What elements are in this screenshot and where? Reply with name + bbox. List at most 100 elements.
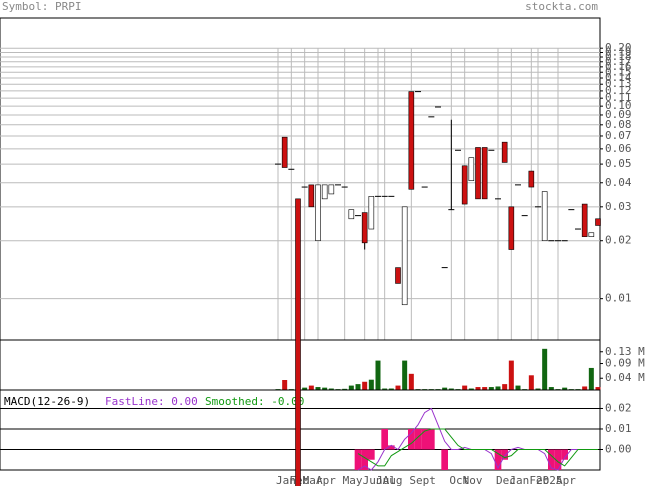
histogram-bar [428,428,435,450]
volume-bar [595,387,601,390]
histogram-bar [561,449,568,460]
histogram-bar [381,428,388,450]
volume-bar [515,385,521,390]
candle-body [368,196,375,230]
y-tick-label: 0.04 [605,176,632,189]
volume-bar [342,388,348,390]
candle-body [321,184,328,200]
symbol-label: Symbol: PRPI [2,0,81,13]
candle-body [588,232,595,237]
y-tick-label: 0.13 [605,77,632,90]
x-tick-label: Mar [303,474,323,486]
volume-bar [442,387,448,390]
volume-bar [542,348,548,390]
y-tick-label: 0.03 [605,200,632,213]
volume-bar [475,387,481,390]
y-tick-label: 0.06 [605,142,632,155]
candle-body [501,141,508,163]
y-tick-label: 0.18 [605,50,632,63]
candle-body [595,218,601,226]
histogram-bar [548,449,555,470]
candle-body [308,184,315,208]
candle-body [508,206,515,250]
y-tick-label: 0.02 [605,401,632,414]
y-tick-label: 0.20 [605,41,632,54]
x-tick-label: May [343,474,363,486]
y-tick-label: 0.00 [605,442,632,455]
y-tick-label: 0.08 [605,118,632,131]
x-tick-label: Jan [276,474,296,486]
histogram-bar [441,449,448,470]
candle-body [315,184,321,242]
candle-body [528,170,535,188]
x-tick-label: Sept [409,474,436,486]
candle-body [468,157,475,181]
source-label: stockta.com [525,0,598,13]
x-tick-label: Aug [383,474,403,486]
volume-bar [322,387,328,390]
volume-bar [375,360,381,390]
candle-body [348,209,355,220]
histogram-bar [501,449,508,460]
x-tick-label: Jun [363,474,383,486]
volume-bar [395,385,401,390]
histogram-bar [388,445,395,450]
y-tick-label: 0.09 M [605,357,645,370]
volume-bar [535,388,541,390]
histogram-bar [354,449,362,470]
x-tick-label: Jul [376,474,396,486]
macd-line [357,428,598,467]
volume-bar [355,384,361,390]
candle-body [475,147,481,200]
y-tick-label: 0.04 M [605,371,645,384]
x-tick-label: 2025 [536,474,563,486]
volume-bar [582,386,588,390]
volume-bar [562,387,568,390]
legend-entry: FastLine: 0.00 [105,395,198,408]
x-tick-label: Apr [556,474,576,486]
x-tick-label: Feb [529,474,549,486]
volume-bar [382,388,388,390]
y-tick-label: 0.14 [605,71,632,84]
candle-body [395,267,401,284]
x-tick-label: Jan [509,474,529,486]
volume-bar [588,367,594,390]
y-tick-label: 0.11 [605,91,632,104]
y-tick-label: 0.12 [605,84,632,97]
y-tick-label: 0.13 M [605,345,645,358]
x-tick-label: Nov [463,474,483,486]
volume-bar [368,379,374,390]
y-tick-label: 0.16 [605,60,632,73]
volume-bar [328,388,334,390]
volume-bar [528,375,534,390]
volume-bar [308,385,314,390]
y-tick-label: 0.05 [605,157,632,170]
histogram-bar [554,449,562,470]
candle-body [295,198,301,486]
candle-body [581,203,588,237]
candle-body [541,191,548,242]
volume-bar [462,385,468,390]
volume-bar [348,385,354,390]
candle-body [461,165,468,205]
macd-title: MACD(12-26-9) [4,395,90,408]
volume-bar [362,381,368,390]
volume-bar [408,373,414,390]
volume-bar [548,387,554,390]
candle-body [401,206,408,306]
histogram-bar [494,449,502,470]
histogram-bar [421,428,428,450]
volume-bar [482,387,488,390]
y-tick-label: 0.07 [605,129,632,142]
histogram-bar [368,449,375,460]
y-tick-label: 0.15 [605,65,632,78]
candle-body [281,136,288,168]
x-tick-label: Dec [496,474,516,486]
y-tick-label: 0.01 [605,422,632,435]
volume-bar [502,384,508,390]
y-tick-label: 0.10 [605,99,632,112]
candle-body [361,212,368,244]
histogram-bar [361,449,368,470]
y-tick-label: 0.19 [605,45,632,58]
